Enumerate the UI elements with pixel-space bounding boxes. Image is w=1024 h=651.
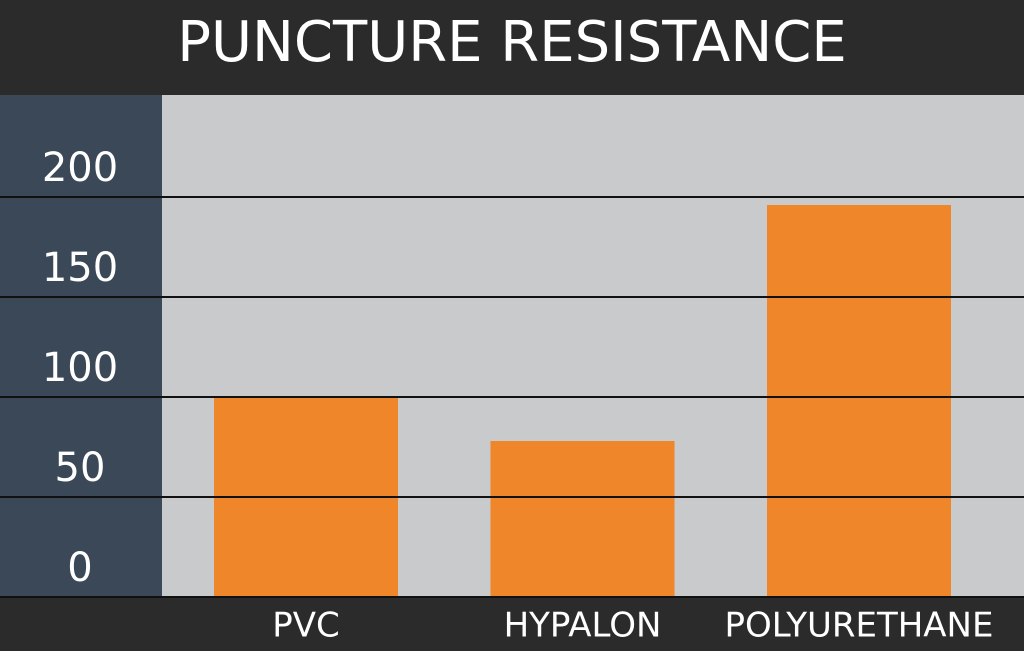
- title-bar: [0, 0, 1024, 95]
- chart-title: PUNCTURE RESISTANCE: [177, 10, 846, 75]
- y-tick-label: 50: [55, 445, 106, 491]
- x-tick-label: POLYURETHANE: [725, 606, 994, 646]
- x-tick-label: HYPALON: [504, 606, 662, 646]
- axis-panel: [0, 95, 162, 597]
- y-tick-label: 150: [42, 245, 118, 291]
- y-tick-label: 200: [42, 145, 118, 191]
- bar: [767, 205, 951, 597]
- y-tick-label: 0: [67, 545, 92, 591]
- category-bar: [0, 597, 1024, 651]
- x-tick-label: PVC: [272, 606, 340, 646]
- y-tick-label: 100: [42, 345, 118, 391]
- bar: [490, 441, 675, 597]
